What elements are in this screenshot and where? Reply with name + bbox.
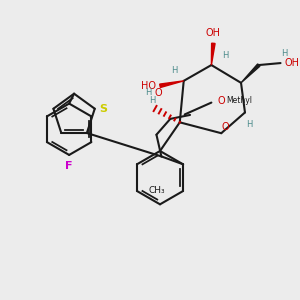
Text: CH₃: CH₃ <box>149 187 165 196</box>
Text: H: H <box>171 67 177 76</box>
Text: F: F <box>65 161 73 171</box>
Text: H: H <box>145 88 152 97</box>
Polygon shape <box>241 64 260 83</box>
Text: O: O <box>217 96 225 106</box>
Text: OH: OH <box>206 28 221 38</box>
Text: Methyl: Methyl <box>226 96 252 105</box>
Text: H: H <box>149 96 155 105</box>
Text: H: H <box>246 120 252 129</box>
Text: H: H <box>222 51 228 60</box>
Text: S: S <box>100 104 108 114</box>
Text: H: H <box>281 49 288 58</box>
Polygon shape <box>160 81 184 88</box>
Text: OH: OH <box>285 58 300 68</box>
Text: O: O <box>221 122 229 132</box>
Text: O: O <box>154 88 162 98</box>
Text: HO: HO <box>141 81 156 91</box>
Polygon shape <box>212 43 215 65</box>
